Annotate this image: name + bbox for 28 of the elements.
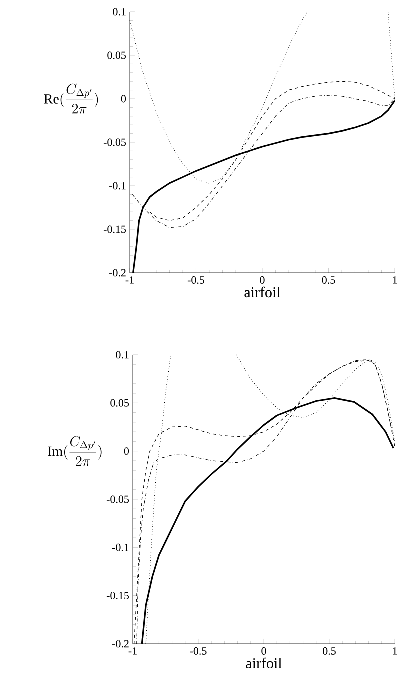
y-tick-label: -0.05 <box>104 138 126 146</box>
y-tick-label: 0.05 <box>110 399 130 407</box>
x-tick-label: 0 <box>260 276 265 284</box>
y-tick-label: 0.05 <box>108 52 126 60</box>
x-tick-label: -1 <box>128 648 137 655</box>
y-axis-title: $\mathrm{Re}(\frac{C_{\Delta p'}}{2\pi})$ <box>44 84 98 114</box>
x-tick-label: -0.5 <box>188 276 205 284</box>
x-tick-label: 0.5 <box>322 276 336 284</box>
x-axis-title: airfoil <box>246 658 282 669</box>
y-tick-label: -0.2 <box>109 269 126 277</box>
y-tick-label: -0.1 <box>112 544 129 552</box>
x-tick-label: -0.5 <box>190 648 207 655</box>
y-tick-label: -0.15 <box>104 226 126 234</box>
y-tick-label: -0.05 <box>106 496 130 504</box>
x-tick-label: 1 <box>393 648 398 655</box>
y-tick-label: 0 <box>124 448 130 456</box>
x-tick-label: 0 <box>262 648 266 655</box>
y-tick-label: 0.1 <box>116 351 129 359</box>
x-tick-label: 0.5 <box>323 648 336 655</box>
y-tick-label: -0.2 <box>112 640 129 648</box>
y-tick-label: -0.1 <box>109 182 126 190</box>
x-tick-label: 1 <box>393 276 398 284</box>
y-tick-label: 0 <box>121 95 126 103</box>
y-tick-label: 0.1 <box>113 8 126 16</box>
x-axis-title: airfoil <box>244 286 281 298</box>
y-tick-label: -0.15 <box>106 592 130 600</box>
x-tick-label: -1 <box>126 276 134 284</box>
y-axis-title: $\mathrm{Im}(\frac{C_{\Delta p'}}{2\pi})$ <box>48 436 102 466</box>
